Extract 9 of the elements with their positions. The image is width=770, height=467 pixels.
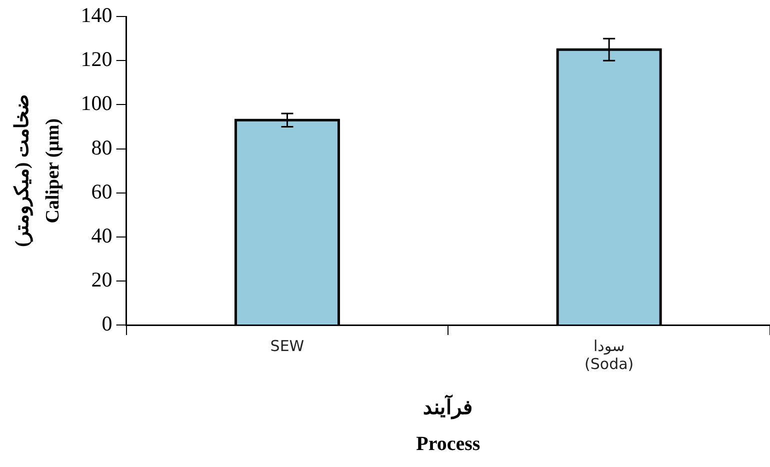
y-tick-label: 80 <box>91 135 112 160</box>
y-tick-label: 0 <box>102 312 112 336</box>
y-tick-label: 100 <box>80 91 112 116</box>
y-tick-label: 60 <box>91 179 112 204</box>
y-tick-label: 40 <box>91 223 112 248</box>
y-tick-label: 120 <box>80 47 112 72</box>
y-tick-label: 20 <box>91 267 112 292</box>
x-tick-label: SEW <box>270 336 304 355</box>
y-tick-label: 140 <box>80 3 112 28</box>
